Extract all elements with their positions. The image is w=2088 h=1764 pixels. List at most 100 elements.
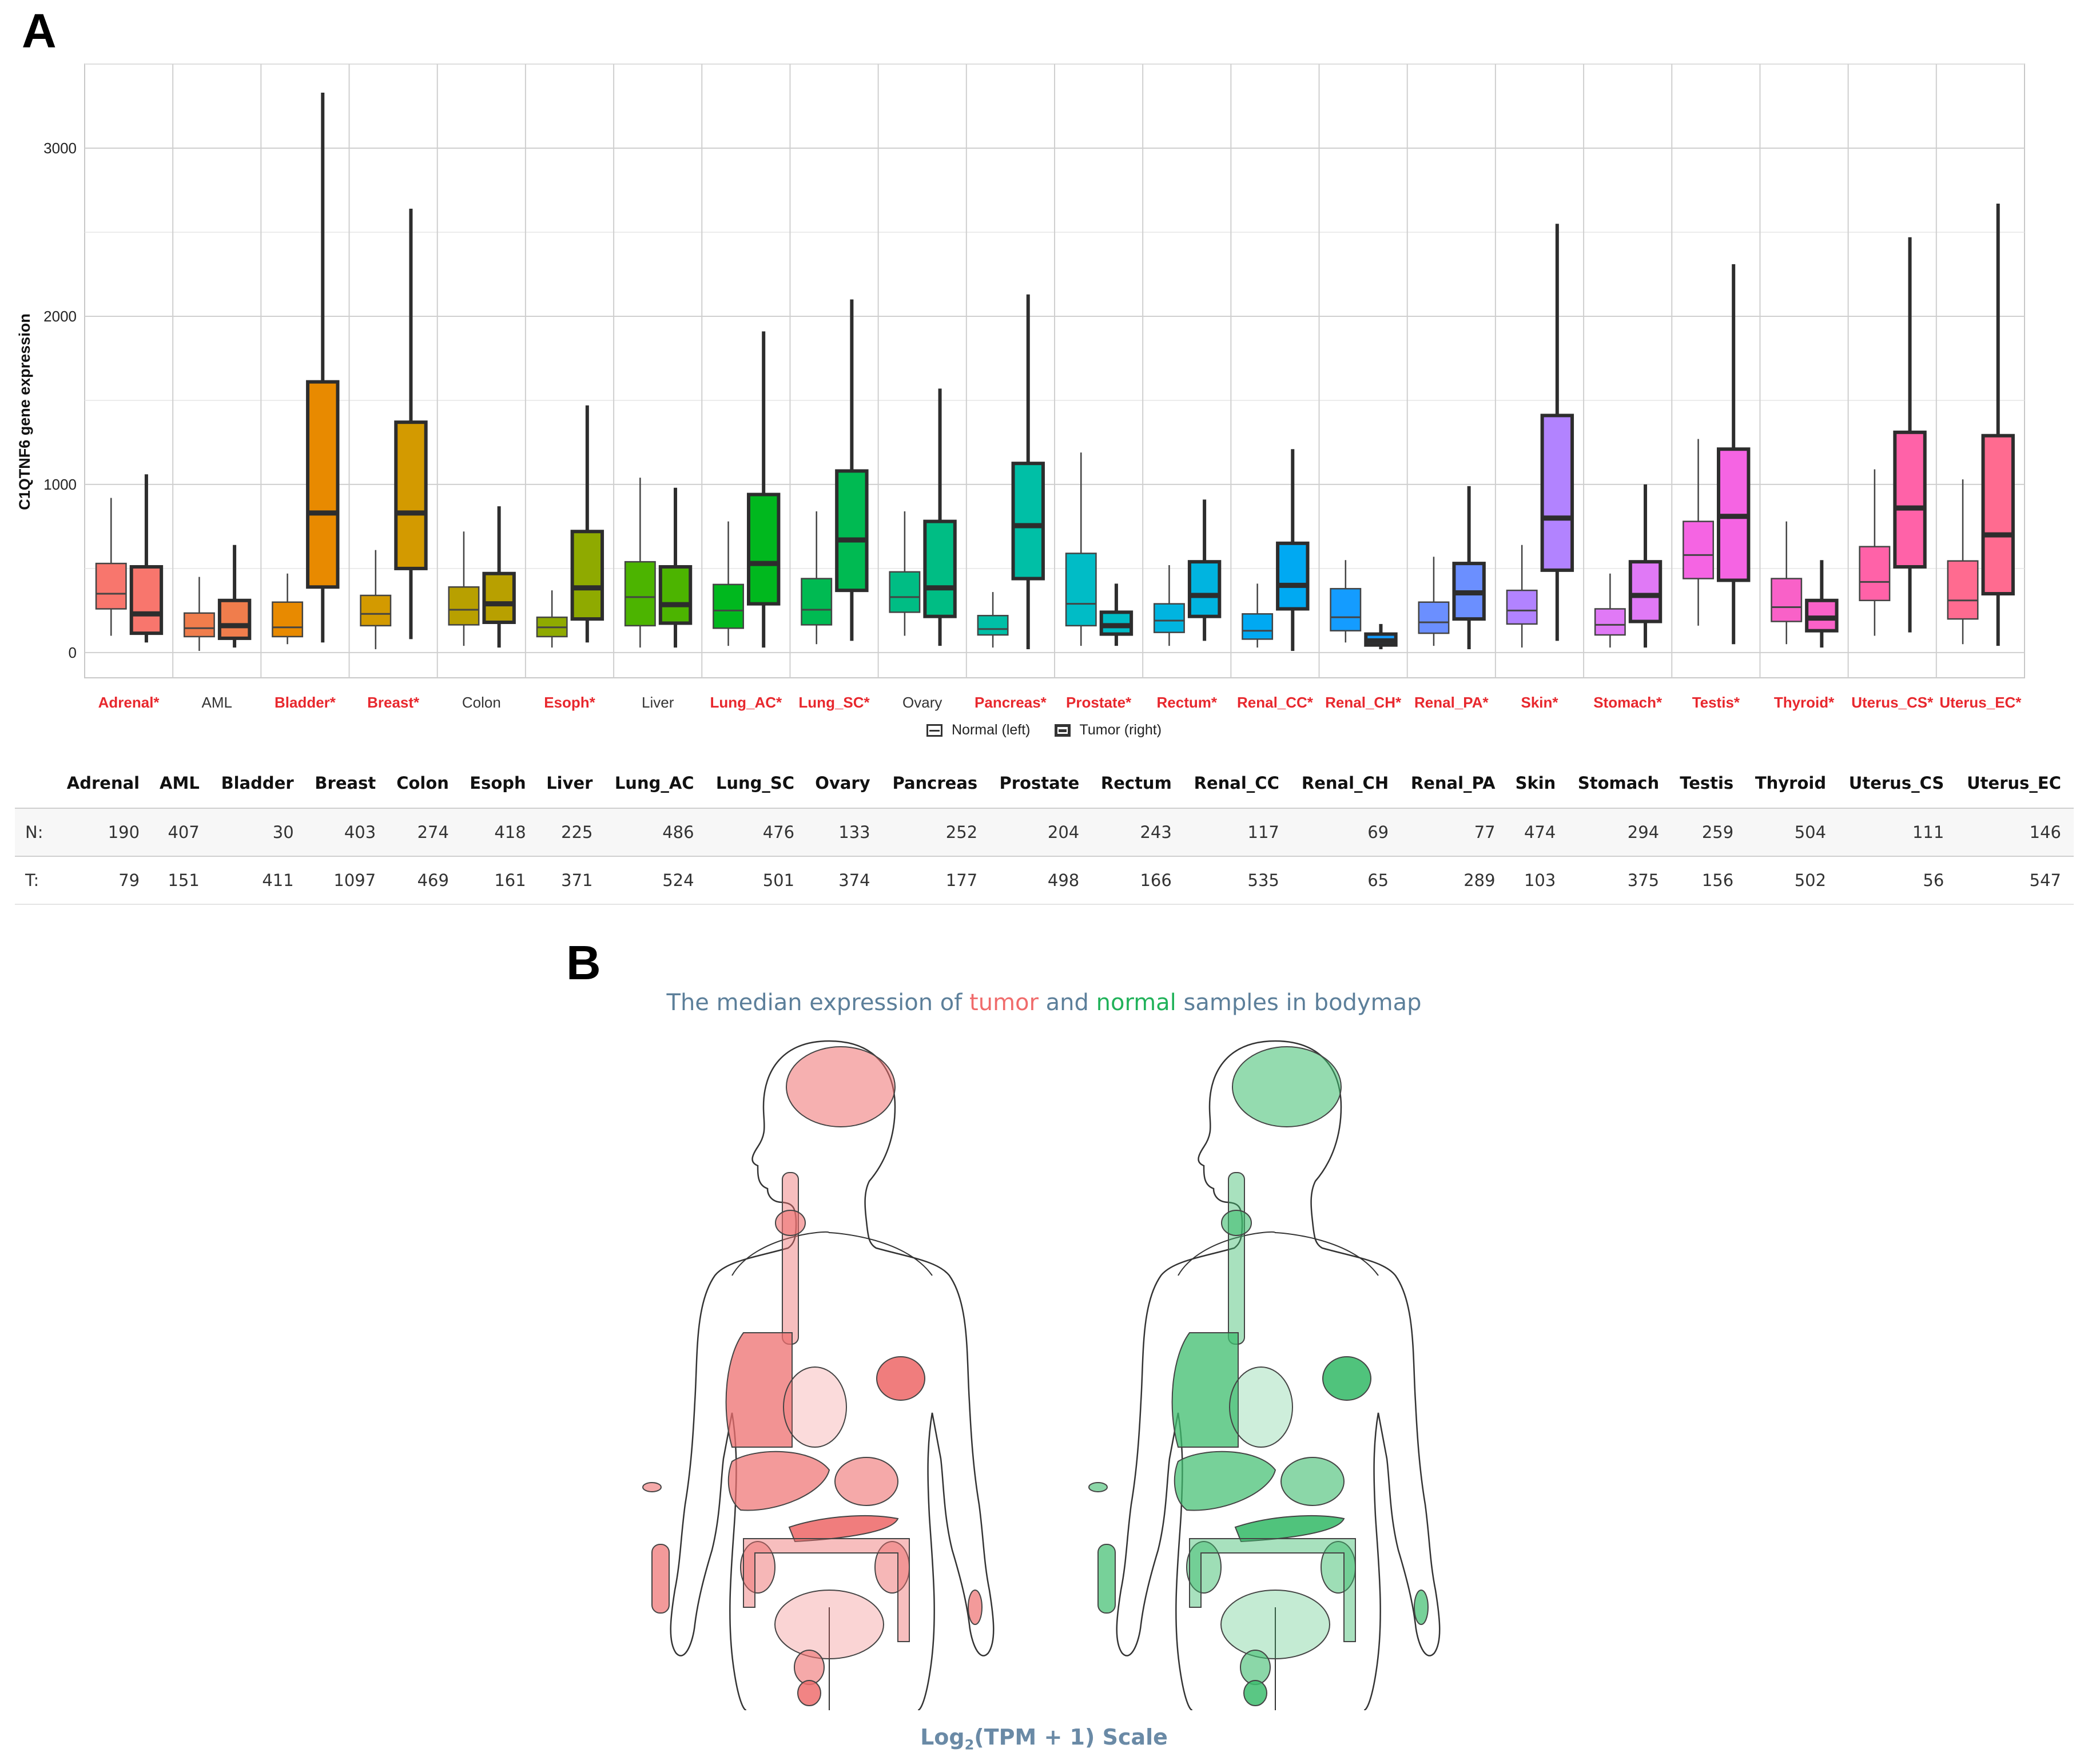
thyroid-organ xyxy=(1221,1210,1252,1236)
table-row-label: T: xyxy=(25,871,39,890)
table-cell: 156 xyxy=(1701,871,1734,890)
box-tumor-9 xyxy=(923,388,957,646)
box-normal-20 xyxy=(1859,469,1891,636)
x-tick-label: Rectum* xyxy=(1157,694,1218,711)
table-cell: 371 xyxy=(561,871,593,890)
lung-organ xyxy=(1171,1332,1239,1448)
box-body xyxy=(1242,613,1274,640)
box-normal-14 xyxy=(1330,560,1362,643)
table-column-header: Adrenal xyxy=(66,773,140,793)
prostate-organ xyxy=(797,1680,821,1706)
box-tumor-14 xyxy=(1364,623,1398,650)
thyroid-organ xyxy=(775,1210,806,1236)
box-body xyxy=(183,612,215,638)
bladder-organ xyxy=(794,1650,825,1685)
x-tick-label: Skin* xyxy=(1521,694,1558,711)
table-column-header: Bladder xyxy=(221,773,294,793)
tumor-body xyxy=(642,1040,995,1710)
box-body xyxy=(272,601,304,638)
panel-a-label: A xyxy=(22,4,57,58)
box-tumor-7 xyxy=(746,331,781,648)
box-tumor-12 xyxy=(1187,499,1222,641)
table-cell: 225 xyxy=(561,823,593,842)
brain-organ xyxy=(1232,1046,1342,1127)
table-cell: 117 xyxy=(1247,823,1279,842)
table-cell: 274 xyxy=(417,823,449,842)
box-tumor-3 xyxy=(394,208,428,639)
bodymap-illustration xyxy=(642,1040,1441,1710)
normal-legend-label: Normal (left) xyxy=(952,722,1031,738)
box-tumor-21 xyxy=(1981,203,2015,646)
tumor-legend-key xyxy=(1054,724,1071,737)
table-cell: 407 xyxy=(168,823,200,842)
adrenal-organ xyxy=(1088,1482,1108,1492)
table-cell: 56 xyxy=(1923,871,1944,890)
box-normal-6 xyxy=(624,478,656,648)
x-tick-label: Liver xyxy=(642,694,674,711)
table-cell: 1097 xyxy=(333,871,376,890)
box-normal-15 xyxy=(1418,557,1450,646)
box-body xyxy=(801,578,833,626)
intestine-organ xyxy=(774,1590,884,1659)
chart-legend: Normal (left) Tumor (right) xyxy=(926,722,1162,738)
table-column-header: Lung_AC xyxy=(614,773,694,793)
pancreas-organ xyxy=(788,1515,899,1543)
normal-body xyxy=(1088,1040,1441,1710)
box-tumor-1 xyxy=(217,545,252,648)
table-cell: 30 xyxy=(272,823,294,842)
box-normal-21 xyxy=(1947,479,1979,645)
box-normal-10 xyxy=(977,592,1009,648)
box-body xyxy=(95,562,127,610)
table-column-header: Esoph xyxy=(470,773,526,793)
box-body xyxy=(482,571,516,624)
box-tumor-13 xyxy=(1276,449,1310,651)
heart-organ xyxy=(1229,1366,1293,1448)
table-corner xyxy=(15,761,58,808)
box-normal-9 xyxy=(889,511,921,636)
box-body xyxy=(394,420,428,570)
table-cell: 403 xyxy=(344,823,376,842)
boxplot-chart: 0 1000 2000 3000 Adrenal* AML Bladder* Breast* C… xyxy=(16,63,2025,711)
box-tumor-16 xyxy=(1540,224,1574,641)
box-tumor-10 xyxy=(1011,294,1045,650)
box-body xyxy=(746,492,781,606)
table-cell: 146 xyxy=(2029,823,2061,842)
box-normal-0 xyxy=(95,498,127,636)
table-column-header: Uterus_CS xyxy=(1848,773,1944,793)
box-tumor-18 xyxy=(1716,264,1751,645)
box-body xyxy=(835,469,869,593)
table-cell: 501 xyxy=(762,871,795,890)
box-body xyxy=(1418,601,1450,634)
box-body xyxy=(977,614,1009,636)
bodymap-title-tumor: tumor xyxy=(969,990,1039,1016)
x-tick-label: Esoph* xyxy=(544,694,595,711)
table-cell: 294 xyxy=(1627,823,1660,842)
table-header-row: Adrenal AML Bladder Breast Colon Esoph Liver Lu… xyxy=(15,761,2074,808)
table-cell: 474 xyxy=(1524,823,1556,842)
box-tumor-17 xyxy=(1628,484,1663,648)
table-column-header: Lung_SC xyxy=(715,773,795,793)
x-tick-label: Lung_AC* xyxy=(710,694,783,711)
box-body xyxy=(1893,430,1927,569)
table-cell: 524 xyxy=(662,871,694,890)
box-body xyxy=(1981,434,2015,596)
table-cell: 486 xyxy=(662,823,694,842)
table-row-label: N: xyxy=(25,823,43,842)
table-column-header: Prostate xyxy=(999,773,1080,793)
y-tick-label: 2000 xyxy=(43,308,77,325)
box-body xyxy=(658,565,693,625)
box-body xyxy=(1859,546,1891,602)
sample-count-table: Adrenal AML Bladder Breast Colon Esoph Liver Lu… xyxy=(15,761,2074,905)
table-column-header: Renal_CC xyxy=(1194,773,1279,793)
box-normal-5 xyxy=(536,590,568,648)
box-body xyxy=(217,598,252,640)
kidney-left-organ xyxy=(1186,1541,1222,1594)
y-tick-label: 0 xyxy=(69,644,77,661)
box-tumor-5 xyxy=(570,405,604,643)
table-row: N: 190 407 30 403 274 418 225 486 476 133 252 204 243… xyxy=(15,808,2074,856)
bladder-organ xyxy=(1240,1650,1271,1685)
box-normal-7 xyxy=(713,521,744,646)
table-cell: 547 xyxy=(2029,871,2061,890)
table-cell: 103 xyxy=(1524,871,1556,890)
x-tick-label: Colon xyxy=(462,694,501,711)
